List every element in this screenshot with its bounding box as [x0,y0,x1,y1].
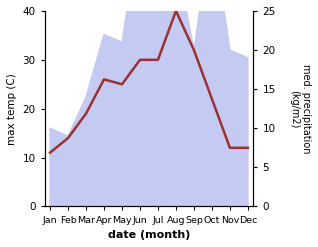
X-axis label: date (month): date (month) [108,230,190,240]
Y-axis label: med. precipitation
(kg/m2): med. precipitation (kg/m2) [289,64,311,153]
Y-axis label: max temp (C): max temp (C) [7,73,17,144]
